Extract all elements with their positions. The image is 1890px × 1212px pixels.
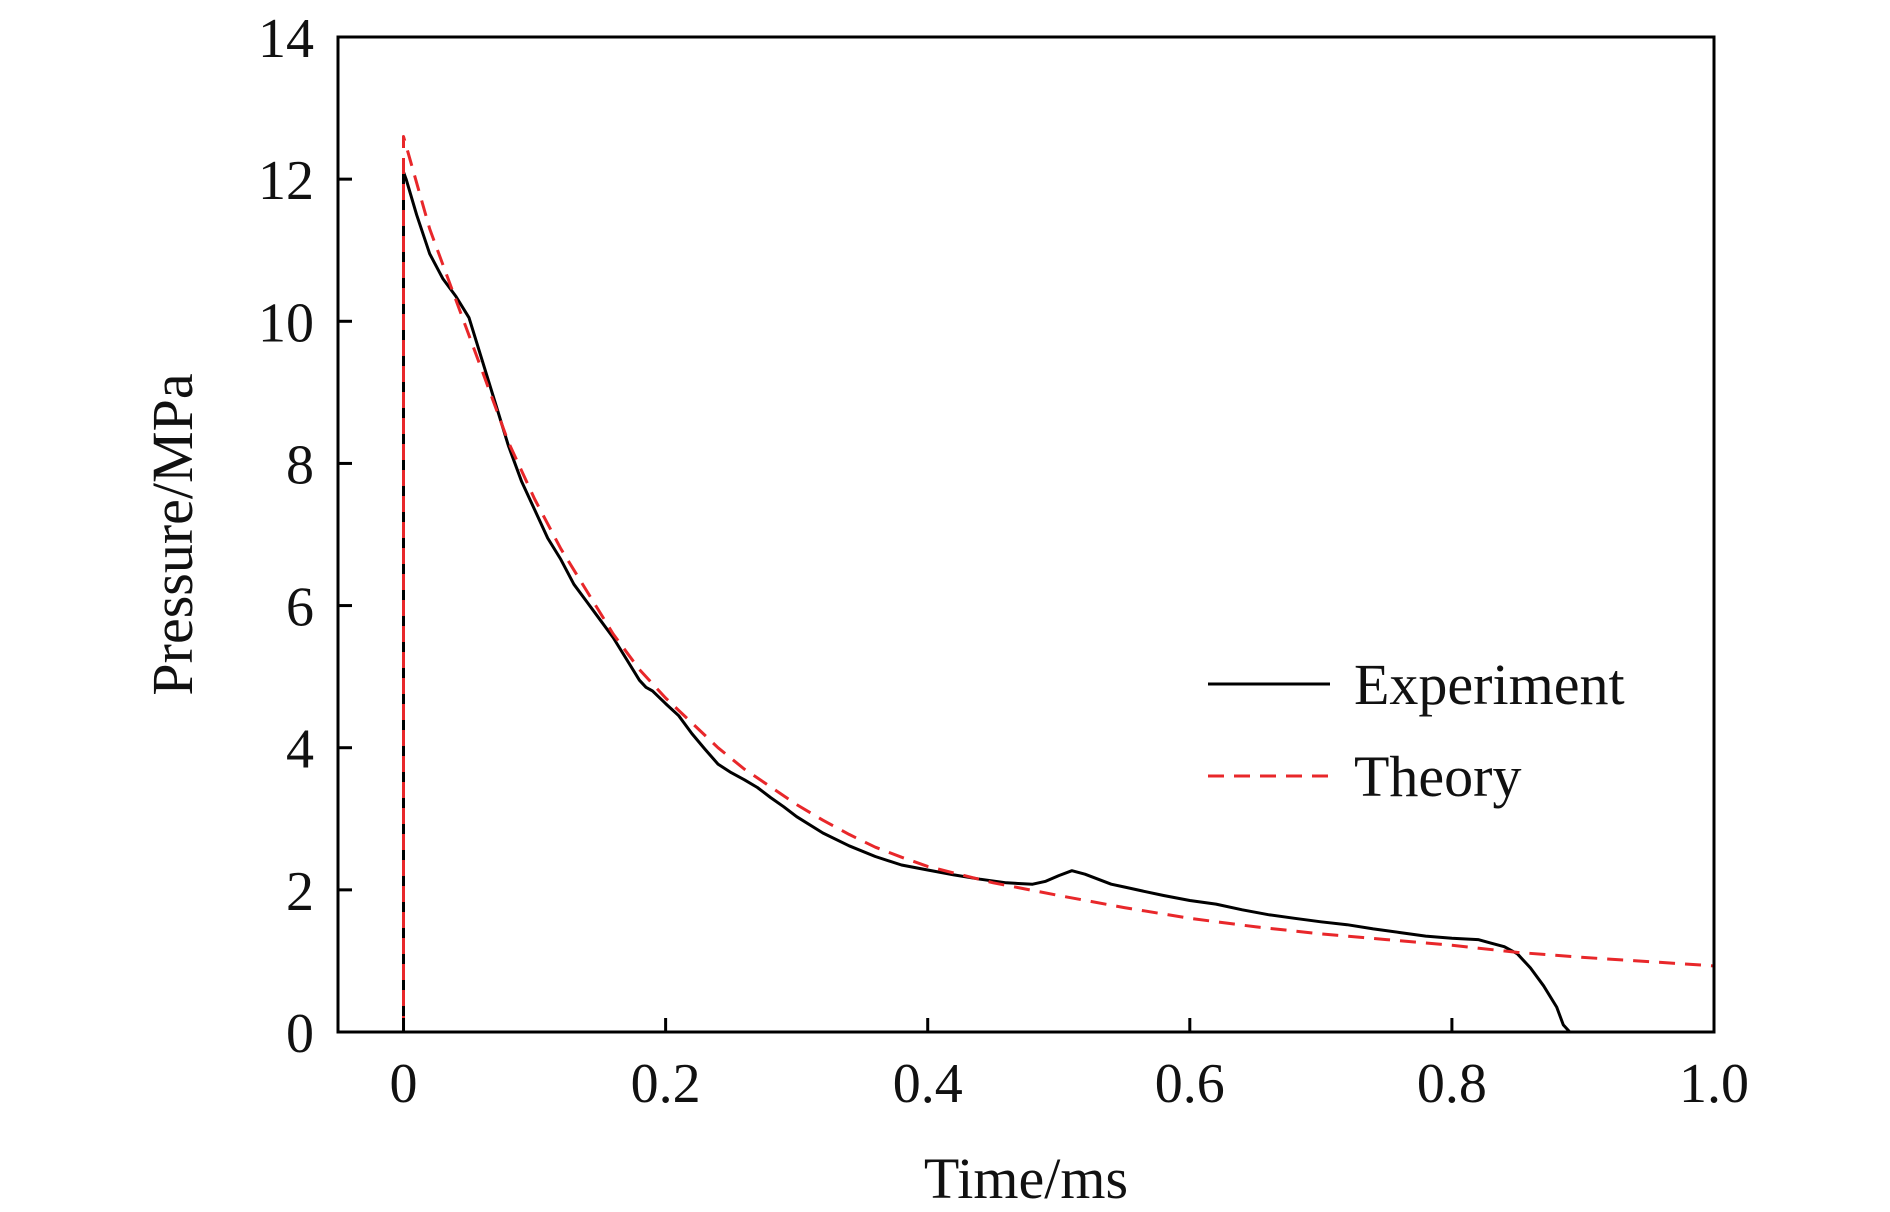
y-axis: 0 2 4 6 8 10 12 14 <box>258 8 352 1065</box>
x-axis-title: Time/ms <box>924 1146 1128 1211</box>
y-tick-label: 2 <box>286 861 314 923</box>
x-tick-label: 1.0 <box>1679 1053 1749 1115</box>
plot-frame <box>336 35 1716 1034</box>
legend: Experiment Theory <box>1208 652 1625 809</box>
y-tick-label: 12 <box>258 150 314 212</box>
y-axis-title: Pressure/MPa <box>140 373 205 695</box>
series-line-experiment <box>402 170 1571 1034</box>
y-tick-label: 6 <box>286 577 314 639</box>
y-tick-label: 8 <box>286 434 314 496</box>
x-tick-label: 0.6 <box>1155 1053 1225 1115</box>
x-tick-label: 0.4 <box>893 1053 963 1115</box>
plot-lines <box>402 135 1715 1034</box>
y-tick-label: 10 <box>258 292 314 354</box>
x-axis: 0 0.2 0.4 0.6 0.8 1.0 <box>390 1018 1749 1115</box>
x-tick-label: 0.8 <box>1417 1053 1487 1115</box>
legend-label-theory: Theory <box>1354 744 1522 809</box>
x-tick-label: 0.2 <box>631 1053 701 1115</box>
series-line-theory <box>402 135 1715 1032</box>
y-tick-label: 4 <box>286 719 314 781</box>
y-tick-label: 14 <box>258 8 314 70</box>
legend-label-experiment: Experiment <box>1354 652 1625 717</box>
x-tick-label: 0 <box>390 1053 418 1115</box>
y-tick-label: 0 <box>286 1003 314 1065</box>
